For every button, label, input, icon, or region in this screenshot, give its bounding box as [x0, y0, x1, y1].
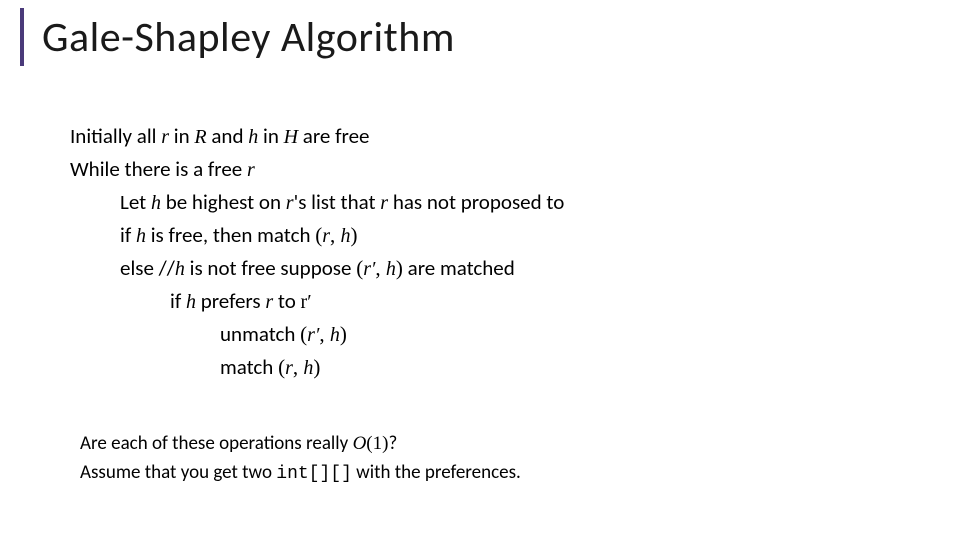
text: to: [273, 288, 300, 314]
o-arg: (1): [366, 433, 388, 454]
text: prefers: [196, 288, 265, 314]
page-title: Gale-Shapley Algorithm: [42, 12, 455, 63]
pseudo-line-6: if h prefers r to r′: [70, 285, 564, 318]
text: is not free suppose: [185, 255, 356, 281]
text: and: [207, 123, 249, 149]
pseudo-line-5: else //h is not free suppose (r′, h) are…: [70, 252, 564, 285]
sym-r: r: [286, 192, 294, 214]
sym-rprime: r′: [363, 258, 375, 280]
sym-r: r: [322, 225, 330, 247]
rparen: ): [351, 223, 358, 247]
big-o: O: [353, 433, 367, 454]
pseudo-line-7: unmatch (r′, h): [70, 318, 564, 351]
text: if: [120, 222, 136, 248]
sym-h: h: [341, 225, 351, 247]
text: has not proposed to: [388, 189, 564, 215]
rparen: ): [340, 322, 347, 346]
sym-rprime: r′: [307, 324, 319, 346]
sym-h: h: [248, 126, 258, 148]
sym-r: r: [161, 126, 169, 148]
sym-r: r: [265, 291, 273, 313]
text: ?: [388, 432, 397, 455]
pseudo-line-1: Initially all r in R and h in H are free: [70, 120, 564, 153]
sym-h: h: [151, 192, 161, 214]
text: in: [169, 123, 194, 149]
text: Assume that you get two: [80, 461, 276, 484]
title-accent-bar: [20, 8, 24, 66]
text: else //: [120, 255, 175, 281]
text: are matched: [403, 255, 515, 281]
sym-h: h: [330, 324, 340, 346]
text: Initially all: [70, 123, 161, 149]
sym-h: h: [386, 258, 396, 280]
rparen: ): [313, 355, 320, 379]
text: unmatch: [220, 321, 300, 347]
sym-h: h: [136, 225, 146, 247]
pseudo-line-2: While there is a free r: [70, 153, 564, 186]
sym-r: r: [247, 159, 255, 181]
text: in: [258, 123, 283, 149]
text: match: [220, 354, 278, 380]
title-bar: Gale-Shapley Algorithm: [20, 8, 455, 66]
code-int-array: int[][]: [276, 464, 352, 484]
sym-H: H: [284, 126, 298, 148]
text: are free: [298, 123, 369, 149]
footer-line-1: Are each of these operations really O(1)…: [80, 430, 521, 459]
text: Let: [120, 189, 151, 215]
text: is free, then match: [146, 222, 315, 248]
text: While there is a free: [70, 156, 247, 182]
pseudocode-block: Initially all r in R and h in H are free…: [70, 120, 564, 384]
comma: ,: [375, 256, 386, 280]
sym-r: r: [380, 192, 388, 214]
sym-h: h: [175, 258, 185, 280]
pseudo-line-3: Let h be highest on r's list that r has …: [70, 186, 564, 219]
pseudo-line-4: if h is free, then match (r, h): [70, 219, 564, 252]
sym-r: r: [285, 357, 293, 379]
sym-h: h: [186, 291, 196, 313]
comma: ,: [330, 223, 341, 247]
comma: ,: [319, 322, 330, 346]
sym-h: h: [303, 357, 313, 379]
sym-R: R: [194, 126, 206, 148]
text: Are each of these operations really: [80, 432, 353, 455]
text: if: [170, 288, 186, 314]
text: 's list that: [294, 189, 381, 215]
text: be highest on: [161, 189, 286, 215]
rparen: ): [396, 256, 403, 280]
footer-questions: Are each of these operations really O(1)…: [80, 430, 521, 488]
sym-rprime: r′: [301, 291, 312, 313]
pseudo-line-8: match (r, h): [70, 351, 564, 384]
comma: ,: [293, 355, 304, 379]
footer-line-2: Assume that you get two int[][] with the…: [80, 459, 521, 488]
text: with the preferences.: [352, 461, 521, 484]
